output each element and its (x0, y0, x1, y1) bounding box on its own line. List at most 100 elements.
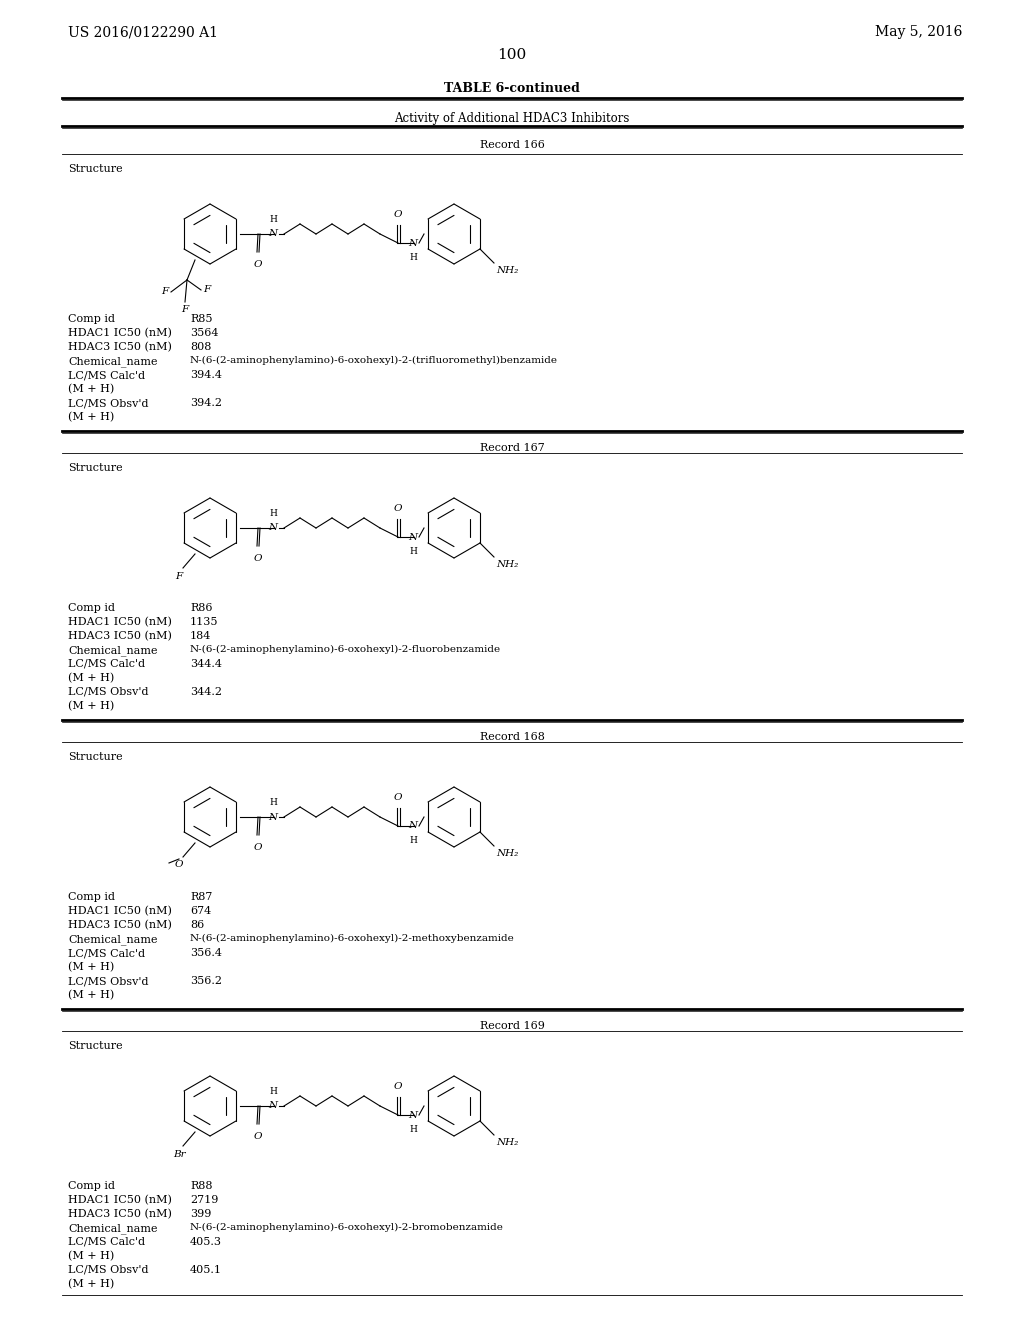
Text: 356.2: 356.2 (190, 975, 222, 986)
Text: TABLE 6-continued: TABLE 6-continued (444, 82, 580, 95)
Text: (M + H): (M + H) (68, 962, 115, 973)
Text: 674: 674 (190, 906, 211, 916)
Text: LC/MS Obsv'd: LC/MS Obsv'd (68, 399, 148, 408)
Text: Structure: Structure (68, 463, 123, 473)
Text: 344.2: 344.2 (190, 686, 222, 697)
Text: HDAC3 IC50 (nM): HDAC3 IC50 (nM) (68, 631, 172, 642)
Text: HDAC3 IC50 (nM): HDAC3 IC50 (nM) (68, 1209, 172, 1220)
Text: LC/MS Calc'd: LC/MS Calc'd (68, 659, 145, 669)
Text: O: O (254, 843, 262, 851)
Text: 394.4: 394.4 (190, 370, 222, 380)
Text: HDAC1 IC50 (nM): HDAC1 IC50 (nM) (68, 327, 172, 338)
Text: LC/MS Obsv'd: LC/MS Obsv'd (68, 1265, 148, 1275)
Text: Record 167: Record 167 (479, 444, 545, 453)
Text: 405.1: 405.1 (190, 1265, 222, 1275)
Text: 405.3: 405.3 (190, 1237, 222, 1247)
Text: Structure: Structure (68, 164, 123, 174)
Text: LC/MS Obsv'd: LC/MS Obsv'd (68, 975, 148, 986)
Text: H: H (409, 253, 417, 261)
Text: NH₂: NH₂ (496, 560, 518, 569)
Text: O: O (394, 793, 402, 803)
Text: 184: 184 (190, 631, 211, 642)
Text: Chemical_name: Chemical_name (68, 1224, 158, 1234)
Text: HDAC3 IC50 (nM): HDAC3 IC50 (nM) (68, 342, 172, 352)
Text: H: H (269, 1086, 276, 1096)
Text: 399: 399 (190, 1209, 211, 1218)
Text: Activity of Additional HDAC3 Inhibitors: Activity of Additional HDAC3 Inhibitors (394, 112, 630, 125)
Text: H: H (269, 215, 276, 224)
Text: F: F (204, 285, 211, 294)
Text: N: N (409, 821, 418, 830)
Text: Record 166: Record 166 (479, 140, 545, 150)
Text: US 2016/0122290 A1: US 2016/0122290 A1 (68, 25, 218, 40)
Text: (M + H): (M + H) (68, 412, 115, 422)
Text: LC/MS Calc'd: LC/MS Calc'd (68, 370, 145, 380)
Text: HDAC1 IC50 (nM): HDAC1 IC50 (nM) (68, 616, 172, 627)
Text: O: O (394, 210, 402, 219)
Text: Record 168: Record 168 (479, 733, 545, 742)
Text: 2719: 2719 (190, 1195, 218, 1205)
Text: R85: R85 (190, 314, 213, 323)
Text: LC/MS Calc'd: LC/MS Calc'd (68, 1237, 145, 1247)
Text: F: F (162, 288, 169, 297)
Text: Structure: Structure (68, 1041, 123, 1051)
Text: R86: R86 (190, 603, 213, 612)
Text: N: N (409, 1110, 418, 1119)
Text: HDAC3 IC50 (nM): HDAC3 IC50 (nM) (68, 920, 172, 931)
Text: N: N (268, 230, 278, 239)
Text: H: H (409, 1125, 417, 1134)
Text: O: O (394, 1082, 402, 1092)
Text: Comp id: Comp id (68, 603, 115, 612)
Text: N-(6-(2-aminophenylamino)-6-oxohexyl)-2-bromobenzamide: N-(6-(2-aminophenylamino)-6-oxohexyl)-2-… (190, 1224, 504, 1232)
Text: O: O (175, 861, 183, 869)
Text: NH₂: NH₂ (496, 1138, 518, 1147)
Text: H: H (409, 546, 417, 556)
Text: F: F (181, 305, 188, 314)
Text: H: H (409, 836, 417, 845)
Text: F: F (175, 572, 182, 581)
Text: Comp id: Comp id (68, 1181, 115, 1191)
Text: Comp id: Comp id (68, 314, 115, 323)
Text: H: H (269, 799, 276, 807)
Text: N-(6-(2-aminophenylamino)-6-oxohexyl)-2-fluorobenzamide: N-(6-(2-aminophenylamino)-6-oxohexyl)-2-… (190, 645, 501, 655)
Text: (M + H): (M + H) (68, 701, 115, 711)
Text: 3564: 3564 (190, 327, 218, 338)
Text: O: O (254, 260, 262, 269)
Text: (M + H): (M + H) (68, 673, 115, 684)
Text: N-(6-(2-aminophenylamino)-6-oxohexyl)-2-(trifluoromethyl)benzamide: N-(6-(2-aminophenylamino)-6-oxohexyl)-2-… (190, 356, 558, 366)
Text: R87: R87 (190, 892, 212, 902)
Text: HDAC1 IC50 (nM): HDAC1 IC50 (nM) (68, 1195, 172, 1205)
Text: NH₂: NH₂ (496, 267, 518, 275)
Text: Structure: Structure (68, 752, 123, 762)
Text: Chemical_name: Chemical_name (68, 935, 158, 945)
Text: Br: Br (173, 1150, 185, 1159)
Text: NH₂: NH₂ (496, 849, 518, 858)
Text: O: O (254, 1133, 262, 1140)
Text: N: N (268, 524, 278, 532)
Text: 344.4: 344.4 (190, 659, 222, 669)
Text: LC/MS Obsv'd: LC/MS Obsv'd (68, 686, 148, 697)
Text: 86: 86 (190, 920, 204, 931)
Text: (M + H): (M + H) (68, 384, 115, 395)
Text: O: O (394, 504, 402, 513)
Text: Comp id: Comp id (68, 892, 115, 902)
Text: LC/MS Calc'd: LC/MS Calc'd (68, 948, 145, 958)
Text: (M + H): (M + H) (68, 1251, 115, 1262)
Text: 100: 100 (498, 48, 526, 62)
Text: (M + H): (M + H) (68, 990, 115, 1001)
Text: R88: R88 (190, 1181, 213, 1191)
Text: N: N (268, 1101, 278, 1110)
Text: (M + H): (M + H) (68, 1279, 115, 1290)
Text: Chemical_name: Chemical_name (68, 356, 158, 367)
Text: N-(6-(2-aminophenylamino)-6-oxohexyl)-2-methoxybenzamide: N-(6-(2-aminophenylamino)-6-oxohexyl)-2-… (190, 935, 515, 942)
Text: HDAC1 IC50 (nM): HDAC1 IC50 (nM) (68, 906, 172, 916)
Text: N: N (409, 239, 418, 248)
Text: 394.2: 394.2 (190, 399, 222, 408)
Text: Chemical_name: Chemical_name (68, 645, 158, 656)
Text: N: N (268, 813, 278, 821)
Text: H: H (269, 510, 276, 517)
Text: Record 169: Record 169 (479, 1020, 545, 1031)
Text: 1135: 1135 (190, 616, 218, 627)
Text: O: O (254, 554, 262, 564)
Text: May 5, 2016: May 5, 2016 (874, 25, 962, 40)
